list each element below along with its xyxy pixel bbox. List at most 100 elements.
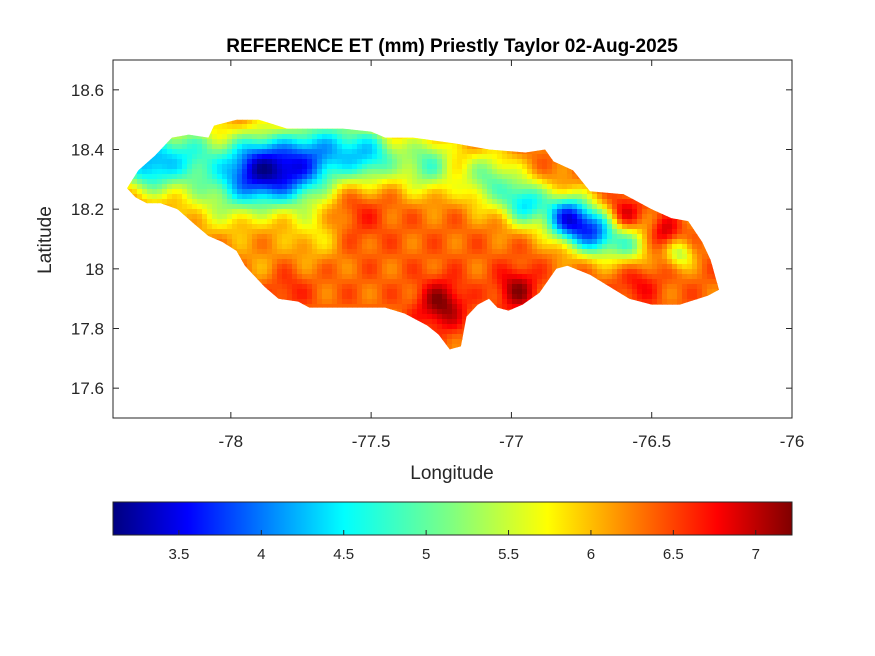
heat-cell (202, 174, 208, 180)
heat-cell (682, 264, 688, 270)
heat-cell (307, 189, 313, 195)
heat-cell (337, 179, 343, 185)
heat-cell (502, 254, 508, 260)
heat-cell (452, 304, 458, 310)
heat-cell (297, 239, 303, 245)
heat-cell (237, 174, 243, 180)
heat-cell (482, 234, 488, 240)
heat-cell (687, 229, 693, 235)
heat-cell (597, 199, 603, 205)
heat-cell (642, 229, 648, 235)
heat-cell (192, 204, 198, 210)
heat-cell (557, 259, 563, 265)
heat-cell (362, 299, 368, 305)
heat-cell (272, 279, 278, 285)
heat-cell (227, 159, 233, 165)
heat-cell (422, 184, 428, 190)
heat-cell (672, 284, 678, 290)
heat-cell (197, 149, 203, 155)
heat-cell (227, 224, 233, 230)
heat-cell (197, 144, 203, 150)
heat-cell (182, 149, 188, 155)
heat-cell (437, 179, 443, 185)
heat-cell (337, 149, 343, 155)
heat-cell (642, 254, 648, 260)
heat-cell (587, 189, 593, 195)
heat-cell (147, 164, 153, 170)
heat-cell (512, 274, 518, 280)
heat-cell (192, 139, 198, 145)
heat-cell (327, 144, 333, 150)
heat-cell (597, 239, 603, 245)
heat-cell (232, 149, 238, 155)
heat-cell (382, 199, 388, 205)
heat-cell (437, 244, 443, 250)
heat-cell (332, 249, 338, 255)
heat-cell (542, 239, 548, 245)
heat-cell (432, 254, 438, 260)
heat-cell (352, 189, 358, 195)
heat-cell (417, 189, 423, 195)
heat-cell (517, 184, 523, 190)
heat-cell (677, 269, 683, 275)
heat-cell (492, 159, 498, 165)
heat-cell (687, 249, 693, 255)
heat-cell (497, 154, 503, 160)
heat-cell (337, 169, 343, 175)
heat-cell (387, 239, 393, 245)
heat-cell (367, 174, 373, 180)
heat-cell (362, 239, 368, 245)
heat-cell (312, 299, 318, 305)
heat-cell (532, 239, 538, 245)
heat-cell (207, 149, 213, 155)
heat-cell (607, 209, 613, 215)
heat-cell (317, 249, 323, 255)
heat-cell (277, 194, 283, 200)
heat-cell (572, 249, 578, 255)
heat-cell (532, 169, 538, 175)
heat-cell (517, 164, 523, 170)
heat-cell (257, 249, 263, 255)
heat-cell (522, 229, 528, 235)
heat-cell (537, 239, 543, 245)
heat-cell (202, 139, 208, 145)
heat-cell (662, 264, 668, 270)
heat-cell (462, 249, 468, 255)
heat-cell (222, 164, 228, 170)
heat-cell (387, 244, 393, 250)
heat-cell (442, 194, 448, 200)
heat-cell (282, 154, 288, 160)
heat-cell (147, 179, 153, 185)
heat-cell (572, 234, 578, 240)
heat-cell (602, 199, 608, 205)
heat-cell (232, 244, 238, 250)
heat-cell (192, 184, 198, 190)
heat-cell (422, 169, 428, 175)
heat-cell (177, 199, 183, 205)
heat-cell (227, 144, 233, 150)
heat-cell (702, 254, 708, 260)
heat-cell (297, 224, 303, 230)
heat-cell (327, 189, 333, 195)
heat-cell (212, 224, 218, 230)
heat-cell (187, 159, 193, 165)
heat-cell (317, 294, 323, 300)
heat-cell (402, 154, 408, 160)
heat-cell (422, 314, 428, 320)
heat-cell (452, 159, 458, 165)
heat-cell (487, 244, 493, 250)
heat-cell (382, 274, 388, 280)
heat-cell (337, 284, 343, 290)
heat-cell (647, 259, 653, 265)
heat-cell (477, 189, 483, 195)
heat-cell (492, 249, 498, 255)
heat-cell (277, 234, 283, 240)
heat-cell (637, 214, 643, 220)
heat-cell (392, 229, 398, 235)
heat-cell (612, 214, 618, 220)
heat-cell (307, 209, 313, 215)
heat-cell (622, 274, 628, 280)
heat-cell (622, 264, 628, 270)
heat-cell (302, 139, 308, 145)
heat-cell (617, 194, 623, 200)
